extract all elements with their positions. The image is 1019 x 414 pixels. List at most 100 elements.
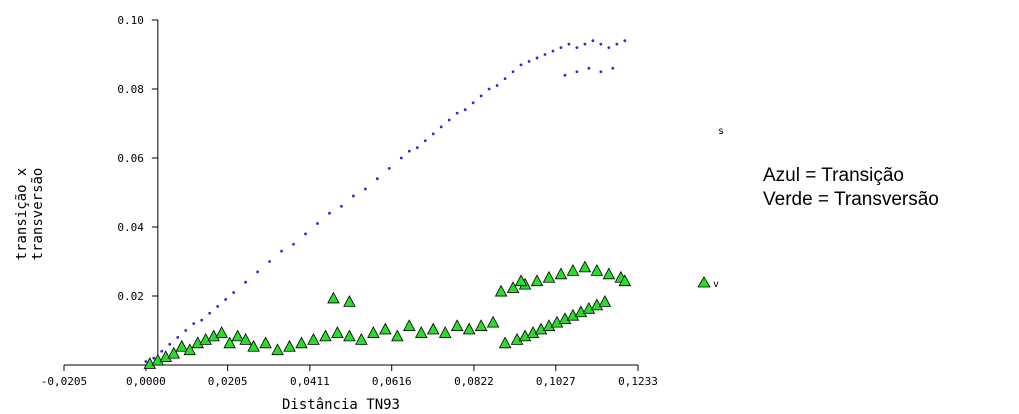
data-point xyxy=(542,270,556,283)
data-point xyxy=(152,356,156,360)
data-point xyxy=(599,42,603,46)
data-point xyxy=(542,319,556,331)
data-point xyxy=(207,329,220,342)
data-point xyxy=(328,211,331,215)
data-point xyxy=(487,87,491,91)
data-point xyxy=(191,336,204,349)
data-point xyxy=(292,242,295,246)
data-point xyxy=(534,322,548,335)
data-point xyxy=(283,339,296,352)
data-point xyxy=(355,333,368,345)
y-tick-label: 0.06 xyxy=(117,152,144,165)
data-point xyxy=(519,63,523,67)
data-point xyxy=(160,349,164,353)
data-point xyxy=(200,318,204,322)
data-point xyxy=(268,260,271,263)
data-point xyxy=(479,94,483,98)
data-point xyxy=(558,312,572,325)
data-point xyxy=(259,336,272,349)
data-point xyxy=(431,132,435,136)
data-point xyxy=(563,73,567,77)
data-point xyxy=(144,360,148,363)
data-point xyxy=(462,322,476,335)
data-point xyxy=(511,70,515,74)
data-point xyxy=(247,339,260,352)
data-point xyxy=(340,204,343,208)
x-tick-label: 0,1233 xyxy=(618,375,658,388)
data-point xyxy=(463,108,467,112)
data-point xyxy=(495,84,499,87)
data-point xyxy=(455,111,459,115)
data-point xyxy=(486,315,500,328)
y-tick-label: 0.08 xyxy=(117,83,144,96)
data-point xyxy=(618,274,632,287)
data-point xyxy=(192,322,196,325)
data-point xyxy=(343,295,356,307)
data-point xyxy=(598,295,612,307)
x-tick-label: 0,1027 xyxy=(536,375,576,388)
x-tick-label: -0,0205 xyxy=(41,375,87,388)
legend-green: Verde = Transversão xyxy=(763,189,939,210)
data-point xyxy=(271,343,284,356)
data-point xyxy=(215,326,228,338)
data-point xyxy=(414,326,428,338)
data-point xyxy=(327,291,340,304)
data-point xyxy=(351,194,355,198)
data-point xyxy=(439,125,443,129)
data-point xyxy=(567,42,571,46)
y-tick-label: 0.10 xyxy=(117,14,144,27)
data-point xyxy=(471,101,475,105)
data-point xyxy=(295,336,308,349)
data-point xyxy=(199,333,212,345)
data-point xyxy=(530,274,544,287)
data-point xyxy=(583,42,587,46)
data-point xyxy=(503,77,507,81)
data-point xyxy=(506,281,520,294)
data-point xyxy=(578,260,592,273)
data-point xyxy=(535,56,539,60)
data-point xyxy=(159,350,173,363)
data-point xyxy=(590,264,604,276)
x-tick-label: 0,0000 xyxy=(126,375,166,388)
series-marker-triangle xyxy=(697,276,711,288)
y-tick-label: 0.04 xyxy=(117,221,144,234)
series-marker-label-s: s xyxy=(718,126,724,137)
data-point xyxy=(566,308,580,321)
data-point xyxy=(591,39,595,43)
data-point xyxy=(590,298,604,311)
data-point xyxy=(566,264,580,276)
data-point xyxy=(543,53,547,56)
data-point xyxy=(450,319,464,331)
y-tick-label: 0.02 xyxy=(117,290,144,303)
data-point xyxy=(447,118,451,122)
data-point xyxy=(438,326,452,338)
data-point xyxy=(615,42,619,46)
data-point xyxy=(224,298,228,301)
data-point xyxy=(574,305,588,318)
data-point xyxy=(331,326,344,338)
data-point xyxy=(607,46,611,49)
data-point xyxy=(494,284,508,297)
data-point xyxy=(307,333,320,345)
y-axis-title: transição x xyxy=(14,168,30,261)
data-point xyxy=(280,249,283,253)
data-point xyxy=(223,336,236,349)
data-point xyxy=(184,329,188,332)
chart-marks xyxy=(143,39,711,369)
data-point xyxy=(415,146,419,150)
data-point xyxy=(239,333,252,345)
data-point xyxy=(514,274,528,287)
data-point xyxy=(426,322,440,335)
chart-axes xyxy=(63,19,639,371)
data-point xyxy=(316,222,319,225)
data-point xyxy=(399,156,403,160)
data-point xyxy=(391,329,404,342)
data-point xyxy=(474,319,488,331)
data-point xyxy=(599,70,603,74)
data-point xyxy=(151,353,165,366)
x-tick-label: 0,0205 xyxy=(208,375,248,388)
data-point xyxy=(551,49,555,53)
data-point xyxy=(575,70,579,74)
data-point xyxy=(143,357,157,369)
data-point xyxy=(550,315,564,328)
